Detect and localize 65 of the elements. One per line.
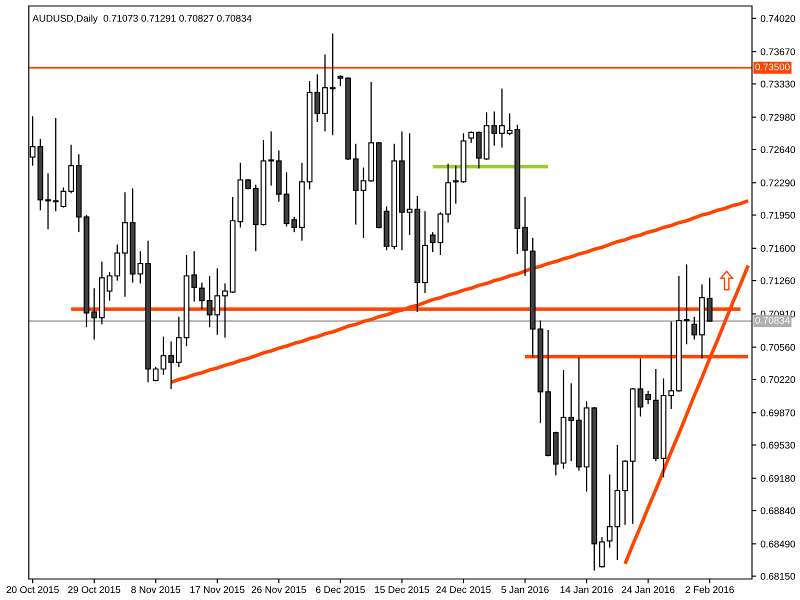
y-tick-label: 0.68840 — [760, 507, 796, 514]
candlestick — [691, 316, 698, 340]
y-tick-label: 0.72290 — [760, 179, 796, 186]
y-tick-label: 0.68490 — [760, 540, 796, 548]
x-tick-label: 20 Oct 2015 — [6, 586, 59, 594]
y-tick-label: 0.72980 — [760, 114, 796, 121]
x-tick-label: 24 Dec 2015 — [436, 586, 491, 594]
y-tick-label: 0.70560 — [760, 344, 796, 351]
candlestick — [152, 366, 159, 382]
candlestick — [314, 74, 320, 123]
y-tick-label: 0.71260 — [760, 277, 796, 284]
candlestick — [52, 118, 59, 212]
candlestick — [222, 282, 228, 338]
candlestick — [291, 216, 298, 233]
y-tick-label: 0.69870 — [760, 409, 796, 416]
x-tick-label: 15 Dec 2015 — [375, 586, 430, 594]
x-tick-label: 8 Nov 2015 — [131, 586, 180, 594]
x-tick-label: 26 Nov 2015 — [252, 586, 306, 594]
y-tick-label: 0.74020 — [760, 15, 796, 22]
candlestick — [406, 132, 412, 236]
candlestick — [114, 244, 120, 282]
x-tick-label: 24 Jan 2016 — [622, 586, 674, 594]
candlestick — [645, 390, 651, 405]
candlestick — [360, 166, 366, 238]
candlestick — [452, 165, 459, 204]
candlestick — [499, 88, 505, 148]
candlestick — [668, 320, 674, 410]
candlestick — [91, 288, 98, 340]
candlestick — [45, 172, 51, 230]
candlestick — [568, 382, 574, 462]
y-tick-label: 0.71600 — [760, 245, 796, 252]
candlestick — [214, 268, 220, 336]
candlestick — [638, 358, 644, 418]
x-tick-label: 14 Jan 2016 — [560, 586, 613, 594]
x-tick-label: 2 Feb 2016 — [686, 586, 734, 594]
ref-line-label: 0.73500 — [755, 63, 790, 70]
candlestick — [137, 250, 144, 284]
y-tick-label: 0.72640 — [760, 146, 796, 154]
x-tick-label: 6 Dec 2015 — [316, 586, 365, 594]
candlestick — [506, 112, 513, 136]
candlestick — [168, 340, 174, 390]
y-tick-label: 0.69180 — [760, 475, 796, 482]
x-tick-label: 29 Oct 2015 — [68, 586, 120, 594]
y-tick-label: 0.70220 — [760, 376, 796, 384]
candlestick — [606, 474, 613, 548]
candlestick — [522, 196, 528, 276]
candlestick — [60, 186, 66, 208]
candlestick — [491, 110, 498, 146]
x-tick-label: 5 Jan 2016 — [501, 586, 549, 594]
candlestick — [330, 32, 336, 136]
candlestick — [268, 130, 274, 186]
ref-line-label: 0.70834 — [755, 316, 790, 324]
x-tick-label: 17 Nov 2015 — [190, 586, 244, 594]
y-tick-label: 0.73330 — [760, 80, 796, 88]
candlestick — [430, 232, 436, 253]
y-tick-label: 0.73670 — [760, 48, 796, 56]
candlestick — [706, 277, 713, 322]
candlestick — [468, 130, 474, 144]
y-tick-label: 0.71950 — [760, 212, 796, 219]
candlestick — [160, 336, 166, 376]
y-tick-label: 0.69530 — [760, 442, 796, 449]
candlestick — [245, 178, 251, 190]
candlestick — [191, 250, 198, 302]
y-tick-label: 0.68150 — [760, 572, 796, 580]
text: AUDUSD,Daily 0.71073 0.71291 0.70827 0.70834 — [32, 14, 252, 24]
